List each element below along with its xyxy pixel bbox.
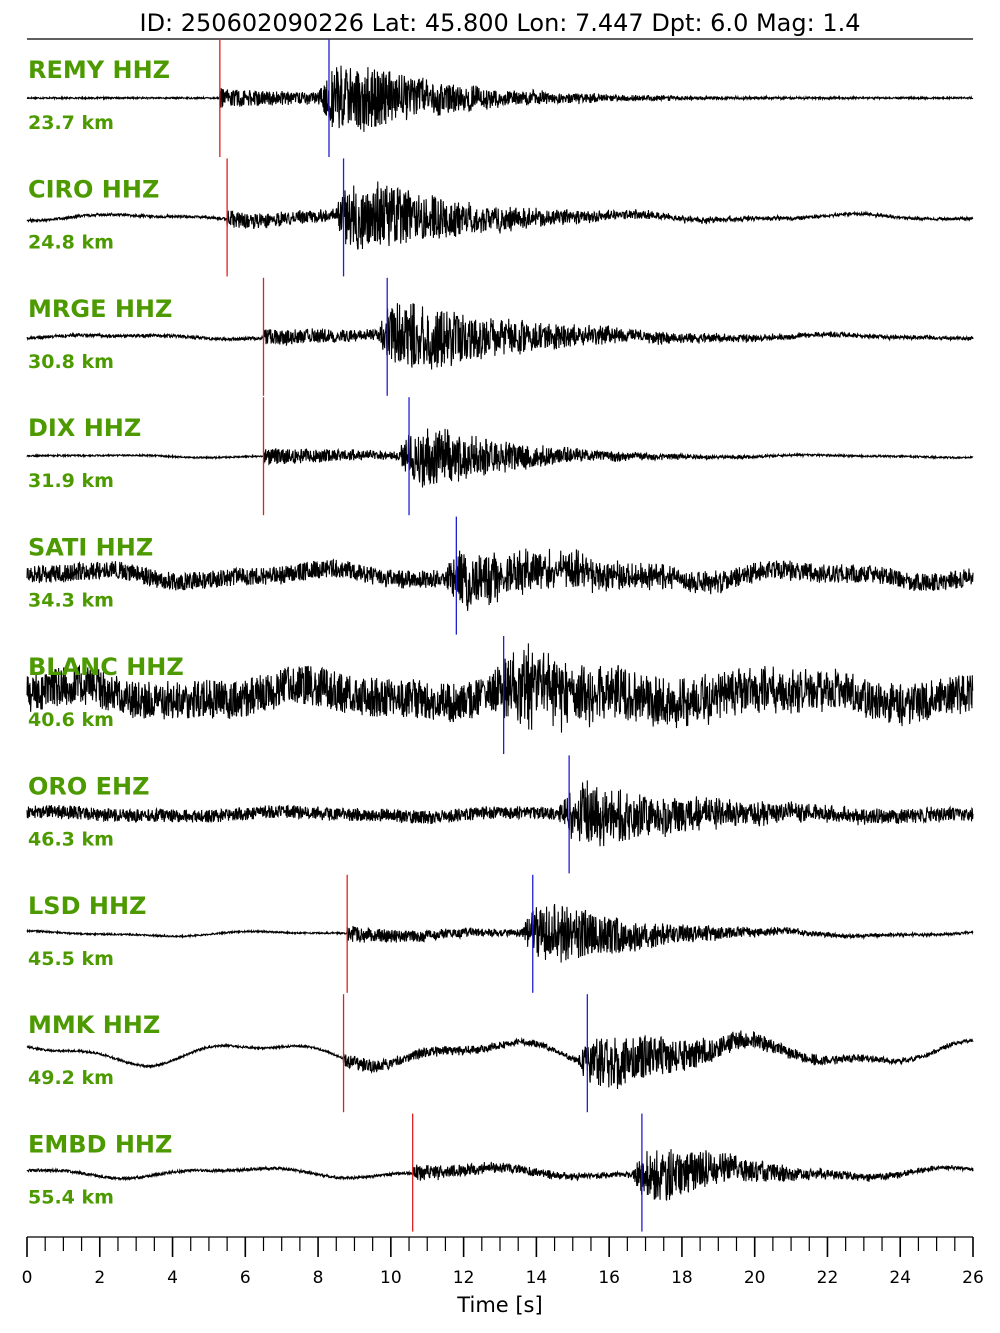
station-distance-label: 45.5 km [28, 948, 114, 970]
x-tick-label: 18 [671, 1268, 693, 1288]
station-distance-label: 40.6 km [28, 709, 114, 731]
seismic-trace [26, 181, 974, 250]
station-trace-group: DIX HHZ 31.9 km [26, 397, 974, 516]
station-trace-group: MMK HHZ 49.2 km [26, 994, 974, 1113]
x-tick-label: 8 [313, 1268, 324, 1288]
station-name-label: MRGE HHZ [28, 295, 172, 323]
x-tick-label: 14 [526, 1268, 548, 1288]
station-name-label: ORO EHZ [28, 772, 150, 800]
station-name-label: CIRO HHZ [28, 175, 159, 203]
seismic-trace [26, 65, 974, 132]
station-trace-group: MRGE HHZ 30.8 km [26, 277, 974, 396]
x-tick-label: 2 [94, 1268, 105, 1288]
station-name-label: DIX HHZ [28, 414, 141, 442]
station-name-label: EMBD HHZ [28, 1131, 172, 1159]
traces-group: REMY HHZ 23.7 km CIRO HHZ 24.8 km MRGE HHZ 30… [26, 39, 974, 1232]
x-tick-label: 10 [380, 1268, 402, 1288]
seismic-trace [26, 643, 974, 733]
station-distance-label: 34.3 km [28, 590, 114, 612]
seismic-trace [26, 1030, 974, 1090]
station-trace-group: SATI HHZ 34.3 km [26, 516, 974, 635]
x-tick-label: 0 [22, 1268, 33, 1288]
station-name-label: REMY HHZ [28, 56, 170, 84]
station-name-label: BLANC HHZ [28, 653, 184, 681]
seismic-trace [26, 303, 974, 370]
x-axis-label: Time [s] [456, 1293, 542, 1317]
station-trace-group: CIRO HHZ 24.8 km [26, 158, 974, 277]
station-trace-group: LSD HHZ 45.5 km [26, 874, 974, 993]
station-trace-group: EMBD HHZ 55.4 km [26, 1113, 974, 1232]
station-distance-label: 23.7 km [28, 112, 114, 134]
seismic-trace [26, 1149, 974, 1201]
x-tick-label: 16 [598, 1268, 620, 1288]
station-distance-label: 30.8 km [28, 351, 114, 373]
station-distance-label: 55.4 km [28, 1187, 114, 1209]
x-tick-label: 24 [889, 1268, 911, 1288]
time-axis: 0 2 4 6 8 10 12 14 16 18 20 22 24 26 [22, 1236, 984, 1288]
station-name-label: MMK HHZ [28, 1011, 160, 1039]
x-tick-label: 12 [453, 1268, 475, 1288]
seismic-trace [26, 903, 974, 963]
station-name-label: LSD HHZ [28, 892, 146, 920]
station-trace-group: REMY HHZ 23.7 km [26, 39, 974, 157]
station-trace-group: ORO EHZ 46.3 km [26, 755, 974, 874]
x-tick-label: 20 [744, 1268, 766, 1288]
station-distance-label: 49.2 km [28, 1067, 114, 1089]
station-distance-label: 31.9 km [28, 470, 114, 492]
x-tick-label: 22 [817, 1268, 839, 1288]
station-name-label: SATI HHZ [28, 534, 153, 562]
station-distance-label: 46.3 km [28, 828, 114, 850]
station-distance-label: 24.8 km [28, 231, 114, 253]
x-tick-label: 4 [167, 1268, 178, 1288]
chart-title: ID: 250602090226 Lat: 45.800 Lon: 7.447 … [139, 9, 860, 37]
x-tick-label: 26 [962, 1268, 984, 1288]
station-trace-group: BLANC HHZ 40.6 km [26, 636, 974, 754]
seismic-trace [26, 780, 974, 847]
seismic-trace [26, 428, 974, 488]
x-tick-label: 6 [240, 1268, 251, 1288]
seismic-trace [26, 548, 974, 611]
